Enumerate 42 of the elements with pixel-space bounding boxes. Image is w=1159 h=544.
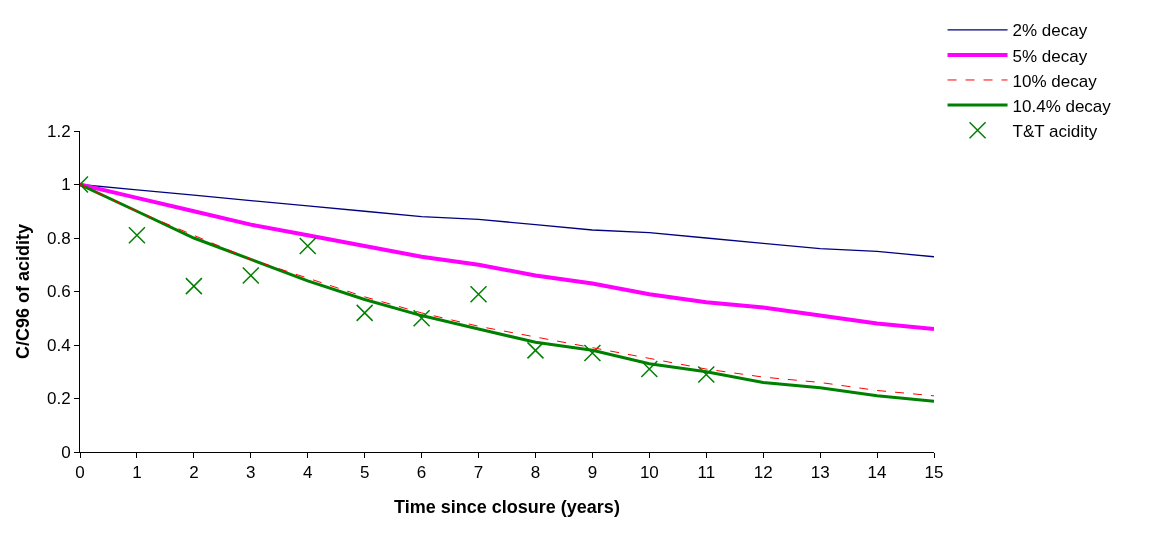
point: [697, 365, 716, 384]
x-tick-label: 7: [473, 463, 484, 483]
y-tick-label: 0.6: [46, 282, 71, 302]
x-tick-label: 15: [924, 463, 944, 483]
point: [469, 285, 488, 303]
point: [185, 277, 203, 295]
legend-label: 10% decay: [1012, 71, 1098, 91]
x-tick-label: 13: [810, 463, 830, 483]
y-axis-title: C/C96 of acidity: [13, 223, 34, 360]
point: [298, 237, 317, 255]
x-tick-label: 3: [246, 463, 256, 483]
point: [355, 304, 374, 322]
point: [128, 226, 146, 245]
line-series: [80, 182, 934, 331]
x-tick-label: 12: [753, 463, 773, 483]
y-tick-label: 1.2: [46, 121, 71, 141]
y-tick-label: 0.2: [46, 389, 71, 409]
x-tick-label: 11: [697, 463, 716, 483]
point: [640, 360, 659, 378]
x-tick-label: 14: [867, 463, 887, 483]
x-tick-label: 1: [132, 463, 142, 483]
x-tick-label: 5: [359, 463, 370, 483]
x-tick-label: 4: [303, 463, 313, 483]
x-tick-label: 10: [639, 463, 659, 483]
x-tick-label: 8: [530, 463, 541, 483]
y-tick-label: 0.8: [46, 228, 71, 248]
legend-label: 2% decay: [1012, 21, 1088, 41]
point: [242, 266, 260, 285]
y-tick-label: 0: [61, 442, 71, 462]
x-tick-label: 0: [75, 463, 85, 483]
point: [583, 344, 602, 362]
legend-label: T&T acidity: [1012, 121, 1098, 141]
point: [526, 341, 545, 360]
y-tick-label: 1: [61, 175, 71, 195]
legend-label: 10.4% decay: [1012, 96, 1112, 116]
x-tick-label: 2: [189, 463, 199, 483]
x-tick-label: 9: [587, 463, 598, 483]
x-tick-label: 6: [416, 463, 427, 483]
x-axis-title: Time since closure (years): [394, 496, 620, 517]
y-tick-label: 0.4: [46, 335, 71, 355]
legend-label: 5% decay: [1012, 46, 1088, 66]
point: [412, 309, 431, 327]
